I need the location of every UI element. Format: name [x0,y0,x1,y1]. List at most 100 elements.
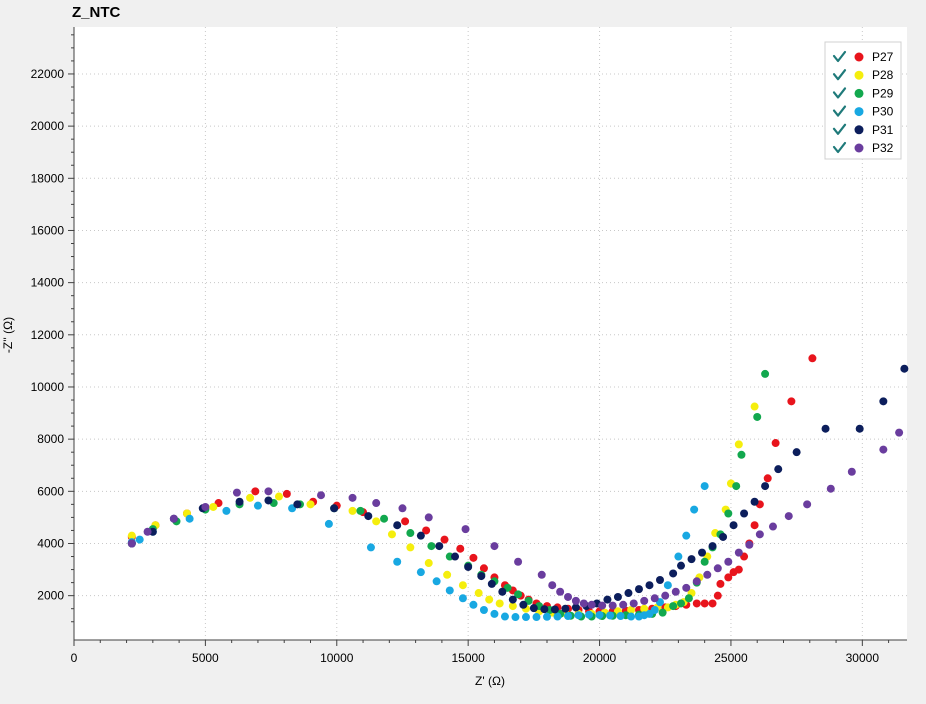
data-point [669,569,678,578]
data-point [574,611,583,620]
data-point [700,482,709,491]
data-point [135,535,144,544]
data-point [406,529,415,538]
data-point [548,581,557,590]
data-point [658,608,667,617]
data-point [553,612,562,621]
data-point [508,602,517,611]
data-point [387,530,396,539]
data-point [879,445,888,454]
legend-marker [854,143,864,153]
data-point [264,496,273,505]
data-point [753,412,762,421]
data-point [671,587,680,596]
data-point [787,397,796,406]
data-point [380,514,389,523]
checkmark-icon[interactable] [832,123,847,135]
y-axis-label: -Z'' (Ω) [1,317,15,353]
y-tick-label: 16000 [31,223,65,237]
y-tick-label: 22000 [31,67,65,81]
data-point [729,521,738,530]
data-point [529,604,538,613]
legend-marker [854,88,864,98]
checkmark-icon[interactable] [832,87,847,99]
data-point [427,542,436,551]
data-point [700,557,709,566]
data-point [708,599,717,608]
data-point [650,606,659,615]
checkmark-icon[interactable] [832,69,847,81]
data-point [440,535,449,544]
data-point [564,592,573,601]
data-point [700,599,709,608]
data-point [692,577,701,586]
data-point [682,583,691,592]
data-point [127,539,136,548]
data-point [348,506,357,515]
data-point [661,591,670,600]
data-point [317,491,326,500]
data-point [740,509,749,518]
legend-marker [854,70,864,80]
data-point [406,543,415,552]
data-point [677,599,686,608]
data-point [692,599,701,608]
axes: 0 5000 10000 15000 20000 25000 30000 2000 4000 60… [31,27,907,665]
data-point [372,499,381,508]
data-point [698,548,707,557]
data-point [564,612,573,621]
plot-area[interactable] [74,27,907,640]
y-tick-label: 6000 [37,484,64,498]
data-point [734,440,743,449]
data-point [803,500,812,509]
data-point [461,525,470,534]
data-point [490,609,499,618]
legend: P27 P28 P29 P30 P31 P32 [824,41,902,160]
data-point [232,488,241,497]
data-point [364,512,373,521]
data-point [458,594,467,603]
data-point [603,595,612,604]
data-point [879,397,888,406]
data-point [424,559,433,568]
data-point [677,561,686,570]
data-point [324,519,333,528]
data-point [713,564,722,573]
x-tick-label: 25000 [714,651,748,665]
grid-lines [74,27,907,640]
data-point [682,531,691,540]
data-point [585,610,594,619]
data-point [416,568,425,577]
data-point [356,506,365,515]
data-point [514,557,523,566]
data-point [456,544,465,553]
data-point [246,493,255,502]
data-point [606,611,615,620]
data-point [508,595,517,604]
data-point [579,599,588,608]
data-point [435,542,444,551]
data-point [477,572,486,581]
data-point [655,576,664,585]
x-tick-label: 30000 [846,651,880,665]
data-point [293,500,302,509]
data-point [519,600,528,609]
checkmark-icon[interactable] [832,50,847,63]
x-tick-label: 10000 [320,651,354,665]
x-tick-label: 5000 [192,651,219,665]
legend-box [824,41,902,160]
data-point [393,557,402,566]
data-point [372,517,381,526]
data-point [724,557,733,566]
data-point [703,570,712,579]
data-point [500,612,509,621]
data-point [401,517,410,526]
data-point [734,565,743,574]
checkmark-icon[interactable] [832,105,847,117]
data-point [306,500,315,509]
legend-label: P29 [872,86,894,100]
x-tick-label: 0 [71,651,78,665]
y-tick-label: 10000 [31,380,65,394]
checkmark-icon[interactable] [832,141,847,154]
